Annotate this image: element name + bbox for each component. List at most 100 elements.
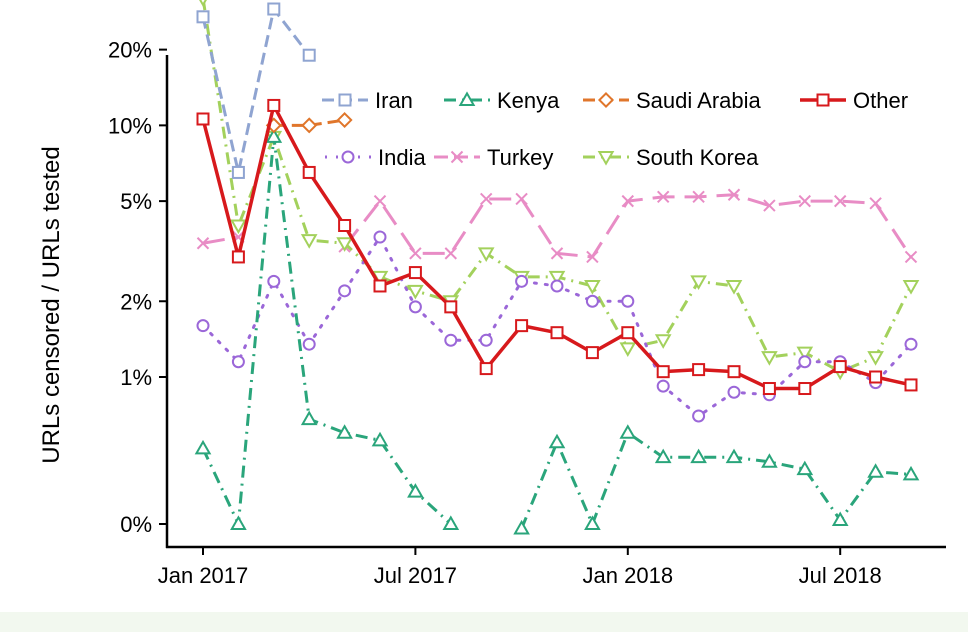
data-point-saudi-arabia xyxy=(336,112,353,129)
data-point-kenya xyxy=(513,519,530,535)
y-tick-label: 1% xyxy=(120,365,152,390)
series-line-turkey xyxy=(202,235,239,245)
data-point-other xyxy=(479,362,493,376)
legend-marker-south-korea xyxy=(597,151,615,166)
data-point-turkey xyxy=(904,250,918,264)
series-other xyxy=(196,98,918,396)
y-axis-title: URLs censored / URLs tested xyxy=(38,146,65,463)
data-point-other xyxy=(338,219,352,232)
data-point-other xyxy=(904,378,918,392)
data-point-other xyxy=(444,300,458,314)
y-tick-label: 5% xyxy=(120,189,152,214)
data-point-india xyxy=(408,300,422,314)
data-point-turkey xyxy=(798,194,812,208)
data-point-turkey xyxy=(479,192,493,206)
data-point-iran xyxy=(196,10,210,24)
data-point-south-korea xyxy=(584,280,601,295)
legend-label-kenya: Kenya xyxy=(497,88,560,113)
data-point-other xyxy=(621,326,635,340)
data-point-india xyxy=(479,333,493,347)
data-point-other xyxy=(373,279,387,293)
data-point-kenya xyxy=(230,515,247,530)
data-point-india xyxy=(373,230,387,244)
data-point-india xyxy=(444,333,458,347)
data-point-turkey xyxy=(586,250,599,264)
data-point-turkey xyxy=(621,194,635,208)
legend-label-south-korea: South Korea xyxy=(636,145,759,170)
legend-label-india: India xyxy=(378,145,426,170)
legend-label-iran: Iran xyxy=(375,88,413,113)
data-point-india xyxy=(550,279,564,293)
legend-marker-turkey xyxy=(450,150,464,164)
data-point-kenya xyxy=(725,448,743,464)
data-point-kenya xyxy=(336,424,353,439)
legend-marker-saudi-arabia xyxy=(597,91,615,109)
data-point-india xyxy=(196,319,210,333)
data-point-india xyxy=(798,355,812,369)
data-point-turkey xyxy=(763,199,776,212)
data-point-kenya xyxy=(371,431,389,447)
series-line-iran xyxy=(201,7,311,174)
y-tick-label: 20% xyxy=(108,38,152,63)
data-point-south-korea xyxy=(619,342,637,357)
series-iran xyxy=(196,2,316,179)
legend-item-india: India xyxy=(325,145,426,170)
data-point-kenya xyxy=(761,453,778,468)
data-point-other xyxy=(550,326,564,340)
data-point-south-korea xyxy=(902,280,920,295)
legend-item-turkey: Turkey xyxy=(434,145,553,170)
data-point-turkey xyxy=(196,237,210,250)
data-point-turkey xyxy=(833,194,847,208)
data-point-india xyxy=(338,284,352,298)
data-point-turkey xyxy=(409,247,422,260)
data-point-india xyxy=(231,355,245,369)
x-tick-label: Jul 2017 xyxy=(374,563,457,588)
legend-item-kenya: Kenya xyxy=(444,88,560,113)
data-point-turkey xyxy=(550,247,564,260)
data-point-iran xyxy=(231,165,245,179)
legend-item-south-korea: South Korea xyxy=(583,145,759,170)
data-point-turkey xyxy=(869,197,882,210)
data-point-turkey xyxy=(373,194,387,208)
data-point-south-korea xyxy=(761,351,778,366)
data-point-kenya xyxy=(300,410,318,426)
y-tick-label: 0% xyxy=(120,512,152,537)
data-point-kenya xyxy=(265,128,283,143)
data-point-india xyxy=(692,409,706,423)
series-kenya xyxy=(194,128,920,535)
legend-label-turkey: Turkey xyxy=(487,145,553,170)
data-point-india xyxy=(515,274,529,288)
legend-marker-other xyxy=(816,93,830,107)
y-tick-label: 2% xyxy=(120,289,152,314)
data-point-south-korea xyxy=(867,351,884,366)
data-point-india xyxy=(904,337,918,351)
data-point-other xyxy=(302,165,316,179)
data-point-other xyxy=(727,365,741,379)
data-point-other xyxy=(231,250,245,264)
legend: Iran Kenya Saudi Arabia Other India Turkey Sou… xyxy=(322,88,908,170)
series-line-turkey xyxy=(343,193,913,259)
series-india xyxy=(196,230,918,423)
data-point-south-korea xyxy=(407,284,424,300)
x-tick-label: Jan 2018 xyxy=(583,563,674,588)
data-point-other xyxy=(408,266,422,280)
data-point-kenya xyxy=(690,448,707,464)
legend-label-saudi-arabia: Saudi Arabia xyxy=(636,88,762,113)
data-point-kenya xyxy=(584,515,601,530)
data-point-turkey xyxy=(515,192,528,206)
x-tick-label: Jul 2018 xyxy=(799,563,882,588)
data-point-south-korea xyxy=(336,237,353,252)
data-point-other xyxy=(196,112,210,126)
data-point-turkey xyxy=(727,188,741,201)
x-tick-label: Jan 2017 xyxy=(158,563,249,588)
data-point-india xyxy=(621,294,635,308)
legend-marker-iran xyxy=(338,93,352,107)
data-point-kenya xyxy=(194,439,212,455)
data-point-south-korea xyxy=(654,334,672,349)
data-point-south-korea xyxy=(300,234,318,249)
legend-item-iran: Iran xyxy=(322,88,413,113)
data-point-other xyxy=(798,382,812,396)
data-point-other xyxy=(762,382,776,396)
